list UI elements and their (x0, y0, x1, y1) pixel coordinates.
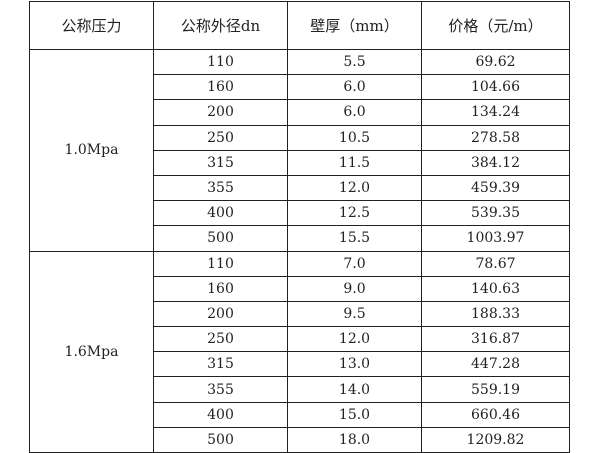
price-cell: 104.66 (421, 74, 570, 101)
table-row: 400 12.5 539.35 (30, 200, 570, 227)
diameter-cell: 400 (153, 200, 288, 227)
table-row: 200 6.0 134.24 (30, 99, 570, 126)
thickness-cell: 13.0 (287, 351, 422, 378)
table-row: 250 10.5 278.58 (30, 124, 570, 151)
table-row: 160 6.0 104.66 (30, 74, 570, 101)
thickness-cell: 12.0 (287, 326, 422, 353)
diameter-cell: 200 (153, 300, 288, 328)
thickness-cell: 5.5 (287, 48, 422, 76)
price-cell: 459.39 (421, 174, 570, 202)
table-row: 355 12.0 459.39 (30, 174, 570, 202)
table-row: 1.6Mpa 110 7.0 78.67 (29, 250, 570, 453)
thickness-cell: 14.0 (287, 376, 422, 403)
table-row: 200 9.5 188.33 (30, 300, 570, 328)
thickness-cell: 9.0 (287, 275, 422, 302)
diameter-cell: 250 (153, 124, 288, 151)
diameter-cell: 355 (153, 376, 288, 403)
header-pressure: 公称压力 (29, 1, 154, 50)
diameter-cell: 500 (153, 426, 288, 453)
price-cell: 140.63 (421, 275, 570, 302)
diameter-cell: 315 (153, 149, 288, 176)
diameter-cell: 110 (153, 250, 288, 277)
thickness-cell: 9.5 (287, 300, 422, 328)
diameter-cell: 400 (153, 401, 288, 428)
header-diameter: 公称外径dn (153, 1, 288, 50)
diameter-cell: 110 (153, 48, 288, 76)
thickness-cell: 12.0 (287, 174, 422, 202)
price-cell: 660.46 (421, 401, 570, 428)
thickness-cell: 6.0 (287, 74, 422, 101)
thickness-cell: 12.5 (287, 200, 422, 227)
price-cell: 316.87 (421, 326, 570, 353)
price-cell: 78.67 (421, 250, 570, 277)
price-cell: 69.62 (421, 48, 570, 76)
diameter-cell: 355 (153, 174, 288, 202)
price-cell: 1209.82 (421, 426, 570, 453)
pressure-cell: 1.0Mpa (29, 49, 154, 252)
header-price: 价格（元/m） (421, 1, 570, 50)
table-row: 160 9.0 140.63 (30, 275, 570, 302)
diameter-cell: 160 (153, 74, 288, 101)
diameter-cell: 315 (153, 351, 288, 378)
price-table: 公称压力 公称外径dn 壁厚（mm） 价格（元/m） 1.0Mpa 110 5.5 6… (29, 1, 570, 453)
table-row: 250 12.0 316.87 (30, 326, 570, 353)
price-cell: 384.12 (421, 149, 570, 176)
price-cell: 188.33 (421, 300, 570, 328)
header-row: 公称压力 公称外径dn 壁厚（mm） 价格（元/m） (29, 1, 570, 50)
thickness-cell: 11.5 (287, 149, 422, 176)
thickness-cell: 15.0 (287, 401, 422, 428)
thickness-cell: 10.5 (287, 124, 422, 151)
price-cell: 447.28 (421, 351, 570, 378)
diameter-cell: 250 (153, 326, 288, 353)
price-cell: 559.19 (421, 376, 570, 403)
diameter-cell: 160 (153, 275, 288, 302)
table-row: 315 11.5 384.12 (30, 149, 570, 176)
price-cell: 539.35 (421, 200, 570, 227)
thickness-cell: 6.0 (287, 99, 422, 126)
diameter-cell: 500 (153, 225, 288, 252)
table-row: 500 15.5 1003.97 (30, 225, 570, 252)
thickness-cell: 15.5 (287, 225, 422, 252)
table-row: 1.0Mpa 110 5.5 69.62 (29, 48, 570, 252)
thickness-cell: 18.0 (287, 426, 422, 453)
diameter-cell: 200 (153, 99, 288, 126)
price-cell: 278.58 (421, 124, 570, 151)
table-row: 315 13.0 447.28 (30, 351, 570, 378)
thickness-cell: 7.0 (287, 250, 422, 277)
pressure-cell: 1.6Mpa (29, 250, 154, 453)
price-cell: 1003.97 (421, 225, 570, 252)
header-thickness: 壁厚（mm） (287, 1, 422, 50)
price-cell: 134.24 (421, 99, 570, 126)
